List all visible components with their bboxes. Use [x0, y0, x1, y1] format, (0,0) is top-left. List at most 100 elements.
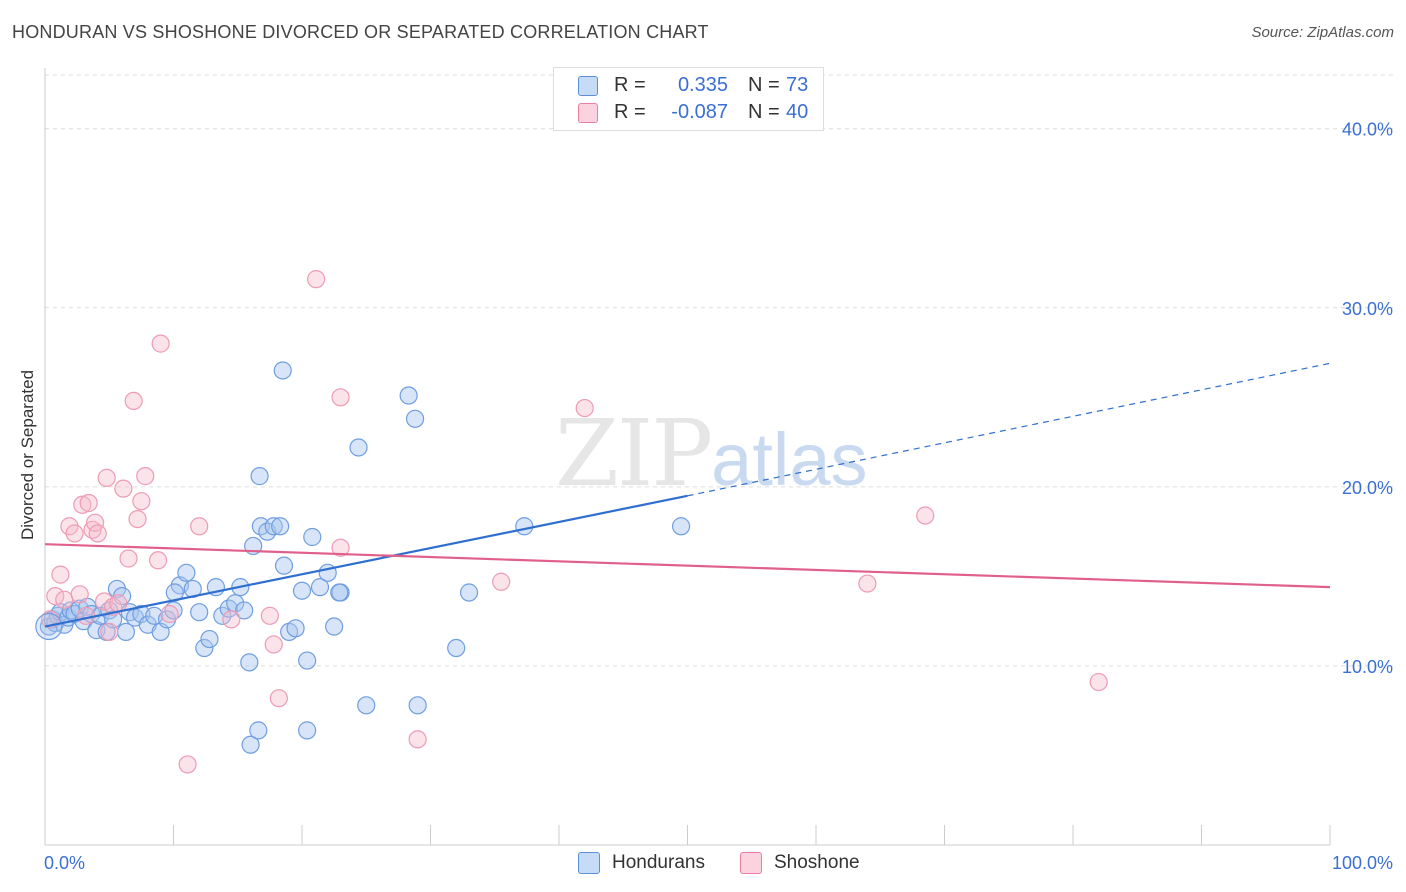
- legend-r-value: -0.087: [671, 101, 728, 123]
- honduran-point: [264, 517, 283, 536]
- correlation-legend: R = 0.335 N = 73 R = -0.087 N = 40: [553, 67, 824, 131]
- source-credit: Source: ZipAtlas.com: [1251, 24, 1394, 41]
- honduran-point: [213, 606, 232, 625]
- shoshone-point: [1089, 672, 1108, 692]
- shoshone-point: [70, 585, 89, 604]
- legend-r-label: R =: [614, 74, 646, 96]
- honduran-point: [273, 361, 292, 380]
- honduran-point: [447, 638, 466, 658]
- honduran-point: [195, 638, 214, 658]
- honduran-point: [249, 721, 268, 740]
- shoshone-point: [222, 610, 241, 629]
- honduran-point: [241, 735, 260, 754]
- shoshone-point: [136, 467, 155, 486]
- shoshone-point: [51, 565, 70, 584]
- honduran-point: [240, 653, 259, 672]
- shoshone-point: [97, 468, 116, 488]
- honduran-point: [298, 651, 317, 670]
- honduran-point: [459, 583, 479, 602]
- shoshone-point: [916, 506, 935, 525]
- honduran-point: [271, 517, 290, 536]
- shoshone-point: [148, 551, 168, 570]
- honduran-point: [671, 517, 691, 536]
- shoshone-point: [178, 755, 197, 774]
- bottom-legend-swatch-shoshone: [740, 852, 762, 874]
- legend-n-value: 73: [786, 74, 809, 96]
- shoshone-point: [65, 524, 84, 543]
- bottom-legend-swatch-hondurans: [578, 852, 600, 874]
- y-tick-label: 30.0%: [1342, 299, 1393, 319]
- honduran-point: [325, 617, 344, 636]
- legend-r-value: 0.335: [677, 74, 728, 96]
- honduran-point: [235, 601, 254, 620]
- bottom-legend-label-shoshone: Shoshone: [774, 852, 860, 873]
- shoshone-point: [331, 388, 350, 407]
- x-tick-label: 100.0%: [1332, 853, 1393, 873]
- honduran-point: [357, 696, 376, 715]
- shoshone-point: [114, 479, 133, 498]
- shoshone-point: [119, 549, 138, 568]
- y-tick-label: 20.0%: [1342, 478, 1393, 498]
- shoshone-point: [575, 398, 594, 418]
- legend-swatch-hondurans: [578, 75, 598, 96]
- chart-title: HONDURAN VS SHOSHONE DIVORCED OR SEPARAT…: [12, 22, 709, 42]
- watermark-zip: ZIP: [555, 400, 713, 507]
- bottom-legend-hondurans: Hondurans: [578, 852, 705, 874]
- shoshone-point: [55, 590, 74, 609]
- bottom-legend-shoshone: Shoshone: [740, 852, 860, 874]
- shoshone-point: [88, 524, 107, 543]
- shoshone-point: [100, 622, 119, 642]
- shoshone-point: [79, 493, 98, 513]
- watermark: ZIPatlas: [555, 400, 867, 507]
- shoshone-point: [492, 572, 511, 591]
- legend-row-shoshone: R = -0.087 N = 40: [578, 101, 808, 124]
- shoshone-trendline: [44, 543, 1331, 589]
- shoshone-point: [190, 517, 209, 536]
- bottom-legend-label-hondurans: Hondurans: [612, 852, 705, 873]
- honduran-point: [399, 386, 418, 405]
- honduran-point: [349, 438, 368, 457]
- honduran-point: [286, 619, 305, 638]
- shoshone-point: [858, 574, 877, 593]
- honduran-trendline-projection: [687, 362, 1331, 497]
- shoshone-point: [408, 730, 427, 749]
- honduran-point: [303, 527, 322, 547]
- honduran-point: [190, 603, 209, 622]
- honduran-point: [200, 629, 219, 649]
- honduran-point: [250, 467, 269, 486]
- shoshone-point: [83, 520, 102, 539]
- honduran-point: [408, 696, 427, 715]
- shoshone-point: [46, 586, 65, 606]
- honduran-point: [330, 583, 349, 602]
- shoshone-point: [128, 509, 147, 529]
- shoshone-point: [124, 391, 143, 411]
- honduran-point: [405, 409, 425, 428]
- legend-row-hondurans: R = 0.335 N = 73: [578, 74, 808, 97]
- x-tick-label: 0.0%: [44, 853, 85, 873]
- honduran-point: [177, 563, 196, 582]
- legend-r-label: R =: [614, 101, 646, 123]
- honduran-point: [298, 721, 317, 740]
- shoshone-point: [260, 606, 279, 625]
- shoshone-point: [264, 635, 283, 654]
- honduran-point: [515, 517, 534, 536]
- legend-n-label: N =: [748, 74, 780, 96]
- y-axis-label: Divorced or Separated: [18, 369, 37, 541]
- shoshone-point: [331, 538, 350, 557]
- shoshone-point: [77, 606, 96, 625]
- shoshone-point: [86, 513, 105, 532]
- shoshone-point: [73, 495, 92, 514]
- legend-swatch-shoshone: [578, 102, 598, 123]
- legend-n-label: N =: [748, 101, 780, 123]
- shoshone-point: [132, 492, 151, 511]
- honduran-point: [274, 556, 294, 575]
- shoshone-point: [151, 334, 170, 353]
- shoshone-point: [95, 592, 114, 611]
- shoshone-point: [269, 689, 288, 708]
- shoshone-point: [109, 594, 128, 613]
- legend-n-value: 40: [786, 101, 809, 123]
- shoshone-point: [160, 604, 179, 624]
- honduran-trendline: [44, 494, 688, 628]
- shoshone-point: [307, 270, 326, 289]
